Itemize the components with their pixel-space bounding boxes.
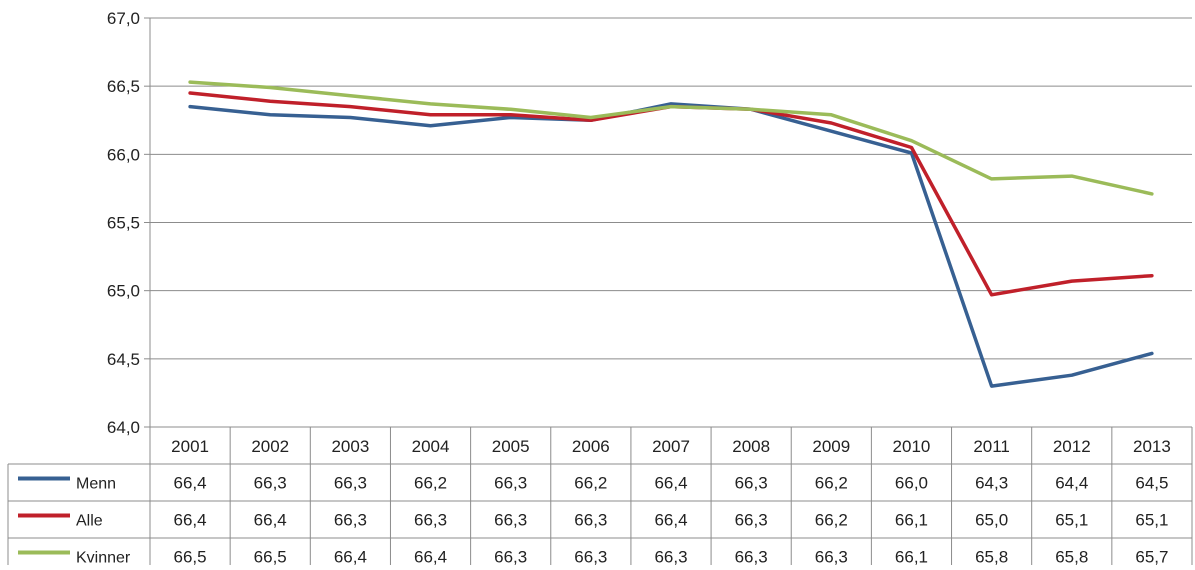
x-category-label: 2001 <box>171 437 209 456</box>
y-tick-label: 64,5 <box>107 350 140 369</box>
series-line-kvinner <box>188 80 1154 196</box>
y-tick-label: 66,5 <box>107 77 140 96</box>
data-label: 66,4 <box>174 474 207 493</box>
data-label: 66,3 <box>334 474 367 493</box>
data-label: 66,4 <box>174 511 207 530</box>
data-label: 66,3 <box>735 548 768 566</box>
y-tick-label: 65,5 <box>107 214 140 233</box>
x-category-label: 2012 <box>1053 437 1091 456</box>
data-label: 66,1 <box>895 548 928 566</box>
data-label: 66,3 <box>735 511 768 530</box>
x-category-label: 2011 <box>973 437 1010 456</box>
data-label: 66,1 <box>895 511 928 530</box>
x-category-label: 2004 <box>412 437 450 456</box>
data-label: 66,4 <box>334 548 367 566</box>
data-label: 66,3 <box>574 511 607 530</box>
data-label: 65,0 <box>975 511 1008 530</box>
data-label: 66,3 <box>494 548 527 566</box>
data-label: 66,3 <box>654 548 687 566</box>
data-label: 66,4 <box>654 511 687 530</box>
legend-label-alle: Alle <box>76 513 103 530</box>
y-tick-label: 67,0 <box>107 9 140 28</box>
data-label: 66,4 <box>254 511 287 530</box>
y-tick-label: 64,0 <box>107 418 140 437</box>
data-label: 66,3 <box>414 511 447 530</box>
data-label: 65,1 <box>1135 511 1168 530</box>
data-label: 66,2 <box>815 511 848 530</box>
y-tick-label: 66,0 <box>107 145 140 164</box>
data-label: 64,4 <box>1055 474 1088 493</box>
data-label: 66,3 <box>574 548 607 566</box>
x-category-label: 2003 <box>331 437 369 456</box>
data-label: 66,3 <box>334 511 367 530</box>
data-label: 66,3 <box>494 474 527 493</box>
legend-label-kvinner: Kvinner <box>76 550 131 566</box>
data-label: 66,2 <box>414 474 447 493</box>
data-label: 66,2 <box>815 474 848 493</box>
data-label: 66,3 <box>735 474 768 493</box>
x-category-label: 2013 <box>1133 437 1171 456</box>
data-label: 66,2 <box>574 474 607 493</box>
data-label: 64,5 <box>1135 474 1168 493</box>
data-label: 65,8 <box>975 548 1008 566</box>
data-label: 65,8 <box>1055 548 1088 566</box>
data-label: 66,4 <box>654 474 687 493</box>
legend-label-menn: Menn <box>76 476 116 493</box>
x-category-label: 2010 <box>893 437 931 456</box>
data-label: 66,3 <box>254 474 287 493</box>
data-label: 66,4 <box>414 548 447 566</box>
data-label: 66,3 <box>494 511 527 530</box>
data-label: 66,3 <box>815 548 848 566</box>
x-category-label: 2005 <box>492 437 530 456</box>
x-category-label: 2002 <box>251 437 289 456</box>
y-tick-label: 65,0 <box>107 282 140 301</box>
x-category-label: 2007 <box>652 437 690 456</box>
data-label: 66,0 <box>895 474 928 493</box>
data-label: 65,7 <box>1135 548 1168 566</box>
x-category-label: 2006 <box>572 437 610 456</box>
data-label: 64,3 <box>975 474 1008 493</box>
series-line-alle <box>188 91 1154 297</box>
data-label: 66,5 <box>254 548 287 566</box>
series-line-menn <box>188 102 1154 388</box>
x-category-label: 2008 <box>732 437 770 456</box>
data-label: 66,5 <box>174 548 207 566</box>
data-label: 65,1 <box>1055 511 1088 530</box>
x-category-label: 2009 <box>812 437 850 456</box>
